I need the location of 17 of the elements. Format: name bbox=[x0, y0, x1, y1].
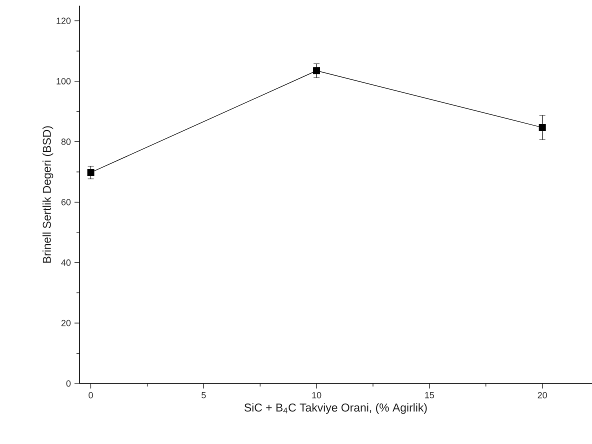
point bbox=[313, 67, 320, 74]
x-tick-label: 5 bbox=[202, 392, 206, 398]
point bbox=[87, 169, 94, 176]
y-tick-label: 20 bbox=[61, 320, 71, 326]
y-axis-title: Brinell Sertlik Degeri (BSD) bbox=[42, 126, 54, 263]
y-tick-label: 100 bbox=[56, 78, 71, 84]
x-tick-label: 20 bbox=[538, 392, 547, 398]
x-tick-label: 0 bbox=[88, 392, 93, 398]
point bbox=[538, 124, 546, 131]
x-tick-label: 10 bbox=[312, 392, 322, 398]
y-tick-label: 120 bbox=[56, 18, 71, 24]
y-tick-label: 80 bbox=[61, 138, 71, 145]
y-tick-label: 60 bbox=[61, 198, 71, 206]
x-tick-label: 15 bbox=[425, 392, 434, 398]
x-axis-title: SiC + B$_{4}$C Takviye Orani, (% Agirlik) bbox=[244, 403, 427, 414]
y-tick-label: 0 bbox=[66, 380, 71, 387]
y-tick-label: 40 bbox=[61, 259, 71, 266]
